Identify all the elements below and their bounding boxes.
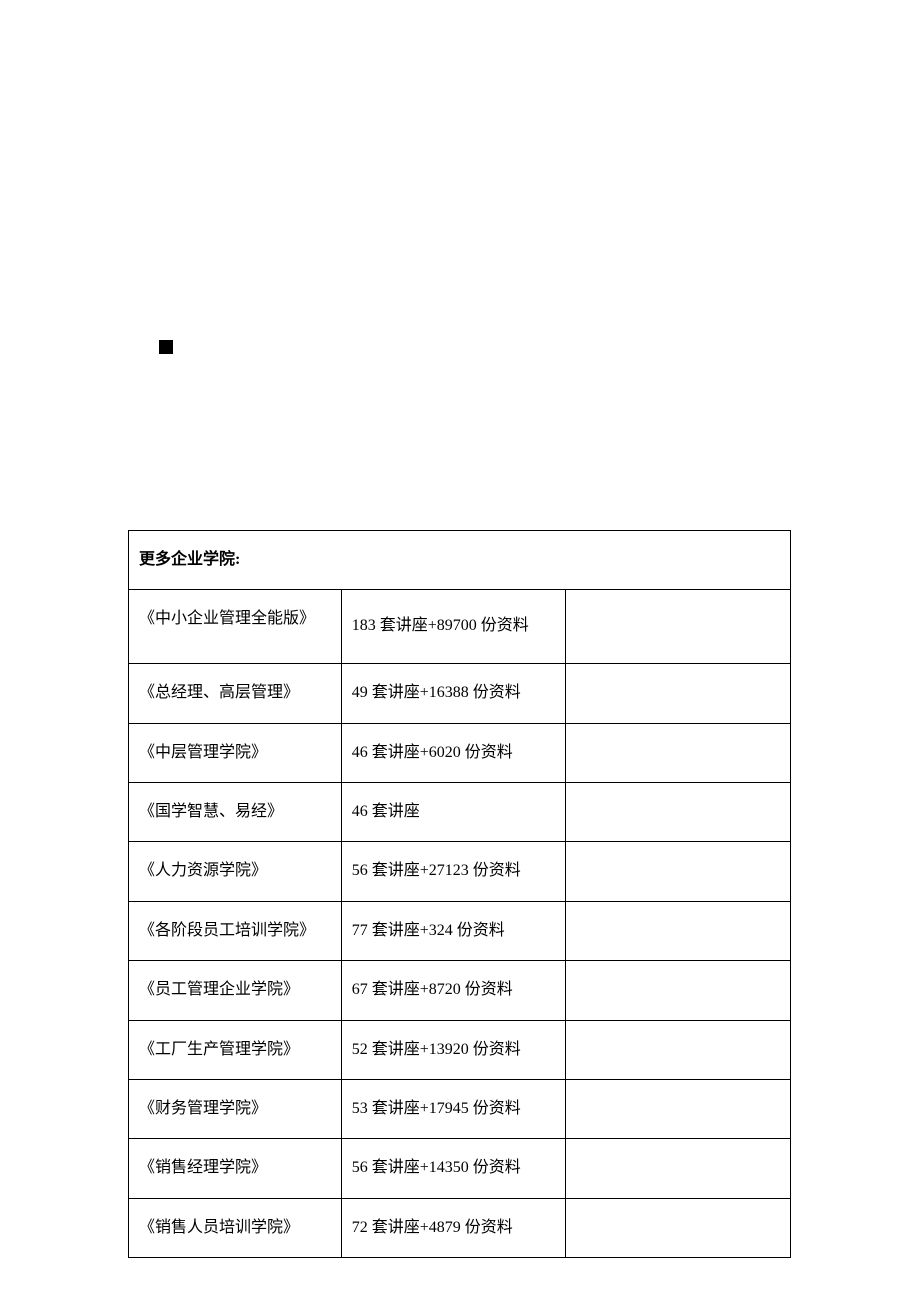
courses-table-container: 更多企业学院: 《中小企业管理全能版》 183 套讲座+89700 份资料 《总… — [128, 530, 791, 1258]
table-row: 《各阶段员工培训学院》 77 套讲座+324 份资料 — [129, 901, 791, 960]
course-extra-cell — [566, 1139, 791, 1198]
course-name-cell: 《销售人员培训学院》 — [129, 1198, 342, 1257]
table-header-row: 更多企业学院: — [129, 531, 791, 590]
course-name-cell: 《人力资源学院》 — [129, 842, 342, 901]
table-row: 《中层管理学院》 46 套讲座+6020 份资料 — [129, 723, 791, 782]
course-content-cell: 56 套讲座+27123 份资料 — [341, 842, 566, 901]
table-row: 《国学智慧、易经》 46 套讲座 — [129, 782, 791, 841]
table-row: 《人力资源学院》 56 套讲座+27123 份资料 — [129, 842, 791, 901]
course-name-cell: 《总经理、高层管理》 — [129, 664, 342, 723]
bullet-square-icon — [159, 340, 173, 354]
course-name-cell: 《员工管理企业学院》 — [129, 961, 342, 1020]
course-name-cell: 《工厂生产管理学院》 — [129, 1020, 342, 1079]
course-content-cell: 67 套讲座+8720 份资料 — [341, 961, 566, 1020]
course-content-cell: 72 套讲座+4879 份资料 — [341, 1198, 566, 1257]
table-row: 《财务管理学院》 53 套讲座+17945 份资料 — [129, 1079, 791, 1138]
course-content-cell: 77 套讲座+324 份资料 — [341, 901, 566, 960]
course-content-cell: 49 套讲座+16388 份资料 — [341, 664, 566, 723]
course-name-cell: 《各阶段员工培训学院》 — [129, 901, 342, 960]
course-content-cell: 56 套讲座+14350 份资料 — [341, 1139, 566, 1198]
table-row: 《中小企业管理全能版》 183 套讲座+89700 份资料 — [129, 590, 791, 664]
course-extra-cell — [566, 782, 791, 841]
table-row: 《销售经理学院》 56 套讲座+14350 份资料 — [129, 1139, 791, 1198]
table-row: 《销售人员培训学院》 72 套讲座+4879 份资料 — [129, 1198, 791, 1257]
course-name-cell: 《中小企业管理全能版》 — [129, 590, 342, 664]
course-content-cell: 46 套讲座 — [341, 782, 566, 841]
course-extra-cell — [566, 590, 791, 664]
course-name-cell: 《销售经理学院》 — [129, 1139, 342, 1198]
course-content-cell: 46 套讲座+6020 份资料 — [341, 723, 566, 782]
course-extra-cell — [566, 1198, 791, 1257]
table-row: 《工厂生产管理学院》 52 套讲座+13920 份资料 — [129, 1020, 791, 1079]
course-name-cell: 《中层管理学院》 — [129, 723, 342, 782]
course-name-cell: 《财务管理学院》 — [129, 1079, 342, 1138]
course-content-cell: 53 套讲座+17945 份资料 — [341, 1079, 566, 1138]
course-extra-cell — [566, 723, 791, 782]
table-row: 《员工管理企业学院》 67 套讲座+8720 份资料 — [129, 961, 791, 1020]
courses-table: 更多企业学院: 《中小企业管理全能版》 183 套讲座+89700 份资料 《总… — [128, 530, 791, 1258]
course-extra-cell — [566, 961, 791, 1020]
course-extra-cell — [566, 664, 791, 723]
table-row: 《总经理、高层管理》 49 套讲座+16388 份资料 — [129, 664, 791, 723]
course-name-cell: 《国学智慧、易经》 — [129, 782, 342, 841]
course-extra-cell — [566, 901, 791, 960]
course-extra-cell — [566, 1020, 791, 1079]
course-content-cell: 183 套讲座+89700 份资料 — [341, 590, 566, 664]
table-header-cell: 更多企业学院: — [129, 531, 791, 590]
course-extra-cell — [566, 1079, 791, 1138]
course-content-cell: 52 套讲座+13920 份资料 — [341, 1020, 566, 1079]
course-extra-cell — [566, 842, 791, 901]
